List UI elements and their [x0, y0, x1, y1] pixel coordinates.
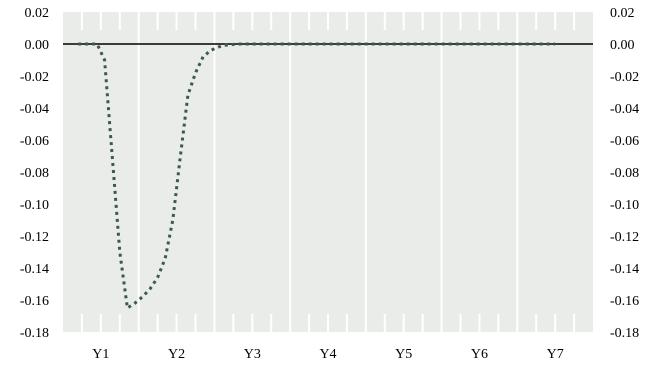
grid	[80, 12, 576, 332]
y-tick-label-right: -0.12	[610, 230, 639, 245]
y-tick-label-left: -0.06	[20, 134, 49, 149]
y-tick-label-right: -0.14	[610, 262, 639, 277]
x-tick-label: Y5	[395, 347, 412, 362]
y-tick-label-right: -0.02	[610, 70, 639, 85]
series-layer	[78, 42, 556, 311]
y-axis-left: 0.02 0.00 -0.02 -0.04 -0.06 -0.08 -0.10 -0.12 -0…	[20, 6, 49, 341]
x-tick-label: Y6	[471, 347, 488, 362]
y-tick-label-left: -0.16	[20, 294, 49, 309]
y-tick-label-right: 0.00	[610, 38, 635, 53]
y-tick-label-right: -0.18	[610, 326, 639, 341]
y-tick-label-left: 0.00	[25, 38, 50, 53]
plot-background	[63, 12, 593, 332]
y-tick-label-right: -0.10	[610, 198, 639, 213]
y-tick-label-left: -0.02	[20, 70, 49, 85]
y-axis-right: 0.02 0.00 -0.02 -0.04 -0.06 -0.08 -0.10 -0.12 -0…	[610, 6, 639, 341]
x-tick-label: Y3	[244, 347, 261, 362]
series-line-0	[78, 42, 556, 311]
x-tick-label: Y1	[92, 347, 109, 362]
y-tick-label-right: -0.16	[610, 294, 639, 309]
x-tick-label: Y4	[319, 347, 336, 362]
x-tick-label: Y7	[547, 347, 564, 362]
y-tick-label-left: 0.02	[25, 6, 50, 21]
y-tick-label-right: -0.06	[610, 134, 639, 149]
y-tick-label-left: -0.14	[20, 262, 49, 277]
y-tick-label-right: -0.08	[610, 166, 639, 181]
y-tick-label-left: -0.18	[20, 326, 49, 341]
x-axis: Y1 Y2 Y3 Y4 Y5 Y6 Y7	[92, 347, 563, 362]
y-tick-label-left: -0.04	[20, 102, 49, 117]
y-tick-label-right: -0.04	[610, 102, 639, 117]
y-tick-label-left: -0.12	[20, 230, 49, 245]
x-tick-label: Y2	[168, 347, 185, 362]
y-tick-label-right: 0.02	[610, 6, 635, 21]
y-tick-label-left: -0.10	[20, 198, 49, 213]
y-tick-label-left: -0.08	[20, 166, 49, 181]
